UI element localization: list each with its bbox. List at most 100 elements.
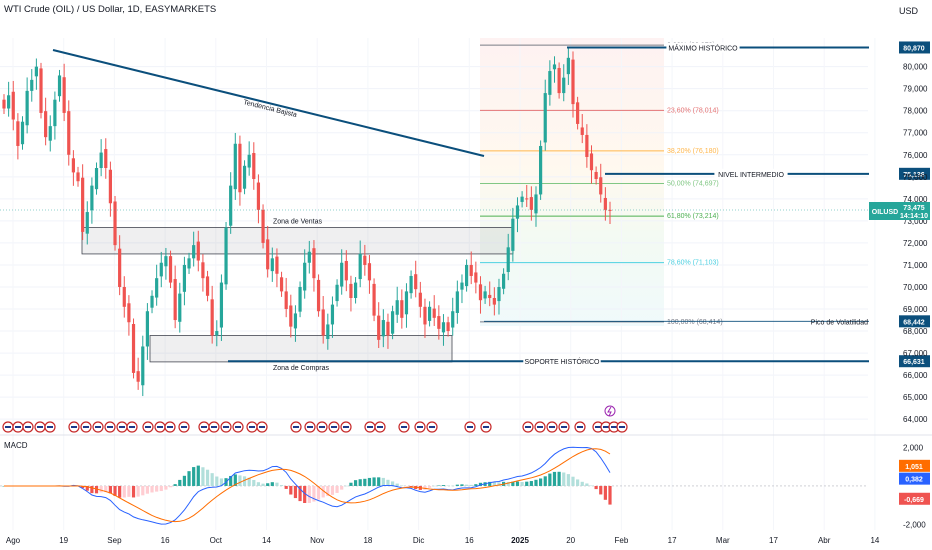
macd-histogram-bar [358,479,362,486]
level-price: 75,136 [903,172,925,179]
candle-body [594,171,598,180]
bar-countdown: 14:14:10 [900,213,928,220]
candle-body [460,282,464,290]
price-tick: 78,000 [903,107,928,116]
candle-body [515,205,520,219]
candle-body [136,371,140,382]
candle-body [566,57,570,75]
flag-stripe [223,426,229,428]
macd-axis[interactable]: 2,000 -2,000 1,051 0,382 -0,669 [899,444,930,530]
candle-body [2,99,6,109]
supply-demand-zones[interactable]: Zona de Ventas Zona de Compras [81,218,514,372]
candle-body [427,306,432,321]
horizontal-levels[interactable]: MÁXIMO HISTÓRICO 80,870 NIVEL INTERMEDIO 75… [228,41,930,368]
macd-histogram-bar [205,469,210,486]
candle-body [492,298,496,305]
macd-histogram-bar [423,485,427,490]
candle-body [76,172,80,182]
macd-histogram-bar [340,485,344,490]
macd-line [4,446,611,525]
macd-histogram-bar [81,485,85,489]
time-tick: Dic [413,536,425,545]
time-axis[interactable]: Ago 19 Sep 16 Oct 14 Nov 18 Dic 16 2025 20 Feb 17 Mar 1… [6,536,880,545]
candle-body [534,194,538,214]
candle-body [358,253,362,280]
macd-value: -0,669 [904,497,924,504]
candle-body [247,154,251,168]
candle-body [16,121,20,146]
macd-histogram-bar [201,467,205,486]
flag-stripe [343,426,349,428]
macd-histogram-bar [451,485,455,487]
candle-body [242,165,247,189]
flag-stripe [331,426,337,428]
candle-body [599,177,603,195]
lightning-icon[interactable] [604,405,616,417]
flag-stripe [107,426,113,428]
candle-body [349,283,353,298]
time-tick: Sep [107,536,122,545]
macd-histogram-bar [99,485,103,493]
macd-histogram-bar [261,483,265,486]
candle-body [451,311,455,328]
macd-histogram-bar [279,485,284,486]
zone-box[interactable] [149,335,453,363]
candle-body [548,71,552,95]
candle-body [367,263,372,281]
candle-body [608,209,612,211]
candle-body [502,273,506,289]
flag-stripe [129,426,135,428]
flag-stripe [181,426,187,428]
candle-body [192,245,196,259]
flag-stripe [401,426,407,428]
macd-histogram-bar [326,485,330,497]
candle-body [150,295,154,308]
candle-body [409,275,413,294]
lightning-glyph [607,406,612,417]
candle-body [400,300,404,318]
candle-body [113,201,117,246]
zone-box[interactable] [81,227,514,255]
candle-body [159,262,163,277]
candle-body [224,227,228,285]
macd-histogram-bar [580,481,584,486]
event-markers[interactable] [2,405,628,433]
macd-histogram-bar [178,479,182,486]
fibonacci-retracement[interactable]: 0,00% (80,979)23,60% (78,014)38,20% (76,… [480,42,723,326]
macd-histogram-bar [520,482,524,486]
candle-body [94,168,99,190]
zone-label: Zona de Compras [273,365,330,372]
candle-body [585,134,589,157]
candle-body [437,316,441,329]
candle-body [303,262,307,291]
candle-body [81,177,85,232]
price-tick: 76,000 [903,151,928,160]
candle-body [256,182,261,210]
macd-histogram-bar [576,479,580,486]
macd-histogram-bar [229,475,233,486]
macd-histogram-bar [594,485,598,490]
price-tick: 65,000 [903,393,928,402]
price-tick: 66,000 [903,371,928,380]
time-tick: Feb [615,536,629,545]
price-axis[interactable]: 64,000 65,000 66,000 67,000 68,000 69,000 70,0… [903,63,928,425]
trendline[interactable] [52,49,485,157]
macd-histogram-bar [552,471,557,486]
candle-body [7,95,11,109]
macd-histogram-bar [562,472,566,486]
bearish-trendline[interactable]: Tendencia Bajista [52,49,485,157]
flag-stripe [71,426,77,428]
price-tick: 64,000 [903,415,928,424]
candle-body [344,260,348,281]
level-label: SOPORTE HISTÓRICO [525,357,600,366]
symbol-badge [869,202,901,220]
candle-body [62,77,66,113]
candle-body [539,145,543,195]
macd-histogram-bar [219,478,224,486]
time-tick: 2025 [511,536,529,545]
candle-body [39,68,43,113]
candle-body [381,320,385,337]
currency-selector[interactable]: USD [898,6,918,16]
time-tick: 14 [262,536,271,545]
